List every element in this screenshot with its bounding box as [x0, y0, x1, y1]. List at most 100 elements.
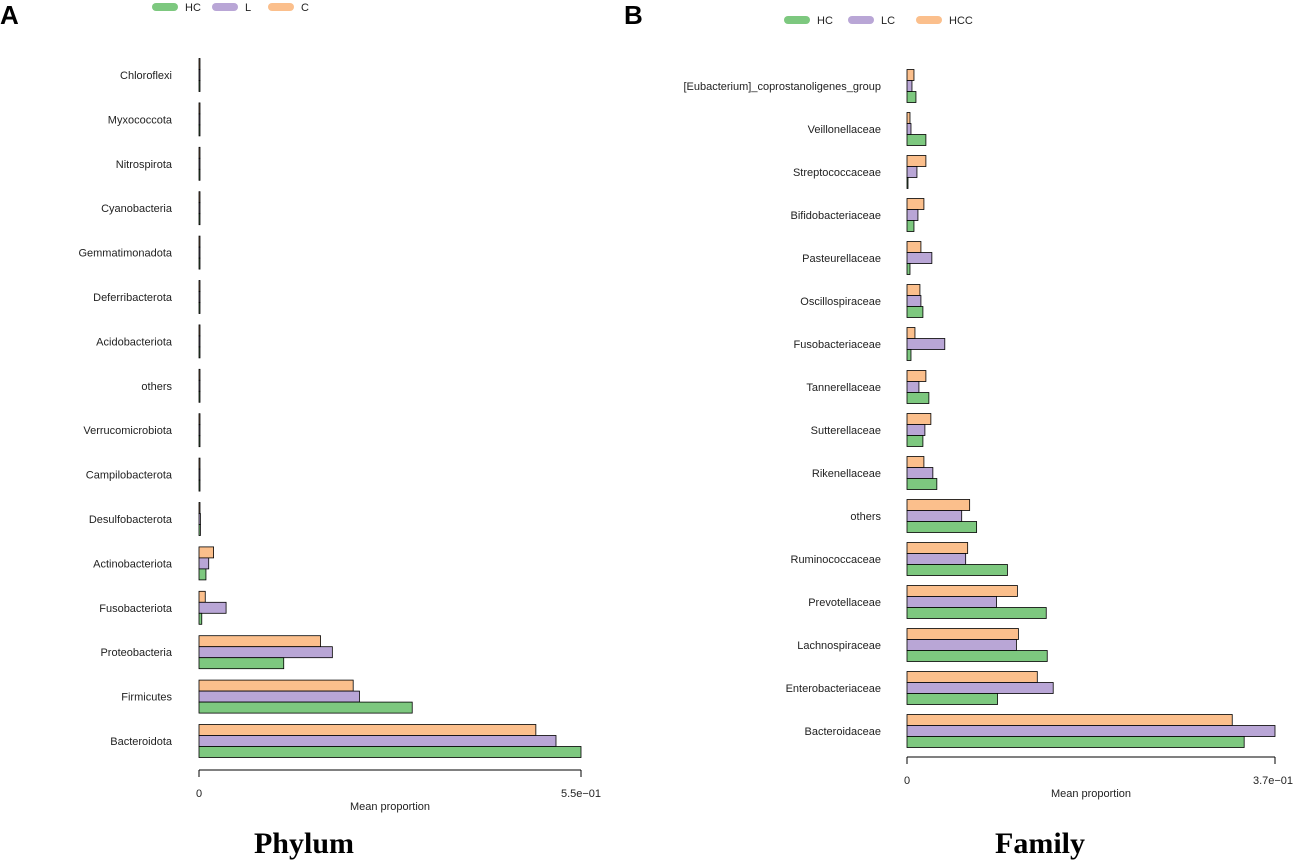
bar-b-tannerellaceae-hcc	[906, 370, 927, 382]
bar-a-proteobacteria-l	[198, 646, 333, 659]
bar-b-enterobacteriaceae-hcc	[906, 671, 1038, 683]
bar-a-others-c	[198, 368, 201, 381]
bar-a-cyanobacteria-l	[198, 202, 201, 215]
bar-a-desulfobacterota-hc	[198, 524, 201, 536]
category-label-a-acidobacteriota: Acidobacteriota	[96, 336, 173, 348]
legend-swatch-a-c	[268, 3, 294, 11]
panel-b: B HC LC HCC [Eubacterium]_coprostanoligene…	[624, 0, 1293, 860]
bar-a-myxococcota-l	[198, 113, 201, 126]
panel-a: A HC L C Chloroflexi Myxococcota Nitrospirot…	[0, 0, 601, 860]
category-label-a-desulfobacterota: Desulfobacterota	[89, 514, 173, 526]
bar-a-bacteroidota-c	[198, 724, 537, 736]
bar-a-verrucomicrobiota-c	[198, 413, 201, 426]
bar-b-rikenellaceae-hcc	[906, 456, 925, 468]
bar-a-fusobacteriota-hc	[198, 612, 203, 625]
legend-label-a-l: L	[245, 2, 251, 14]
bar-b-tannerellaceae-lc	[906, 381, 920, 393]
category-label-b-ruminococcaceae: Ruminococcaceae	[791, 554, 882, 566]
bar-b-lachnospiraceae-lc	[906, 639, 1017, 651]
bar-b-sutterellaceae-hcc	[906, 413, 932, 425]
bar-a-firmicutes-c	[198, 679, 354, 692]
category-label-b-bifidobacteriaceae: Bifidobacteriaceae	[790, 210, 881, 222]
category-label-b-prevotellaceae: Prevotellaceae	[808, 597, 881, 609]
category-label-b-sutterellaceae: Sutterellaceae	[811, 425, 881, 437]
bar-b-bifidobacteriaceae-hcc	[906, 198, 925, 210]
bar-a-chloroflexi-c	[198, 58, 201, 70]
bar-a-myxococcota-hc	[198, 124, 201, 137]
bar-b-bacteroidaceae-hcc	[906, 714, 1233, 726]
panel-b-label: B	[624, 0, 643, 30]
category-label-b-fusobacteriaceae: Fusobacteriaceae	[794, 339, 881, 351]
bar-b-prevotellaceae-hcc	[906, 585, 1018, 597]
bar-a-acidobacteriota-c	[198, 324, 201, 337]
bar-b-streptococcaceae-hcc	[906, 155, 927, 167]
bar-b-tannerellaceae-hc	[906, 392, 930, 404]
bar-b-eubacterium-coprostanoligenes-group-hcc	[906, 69, 915, 81]
bar-a-others-hc	[198, 390, 201, 403]
category-label-b-lachnospiraceae: Lachnospiraceae	[797, 640, 881, 652]
bar-b-lachnospiraceae-hc	[906, 650, 1048, 662]
x-axis-a: 0 5.5e−01 Mean proportion	[196, 769, 601, 813]
legend-swatch-a-hc	[152, 3, 178, 11]
category-label-a-chloroflexi: Chloroflexi	[120, 70, 172, 82]
bar-a-fusobacteriota-l	[198, 601, 227, 614]
bar-b-others-hcc	[906, 499, 971, 511]
x-axis-b: 0 3.7e−01 Mean proportion	[904, 756, 1293, 800]
legend-swatch-b-lc	[848, 16, 874, 24]
bar-b-ruminococcaceae-lc	[906, 553, 967, 565]
category-label-a-actinobacteriota: Actinobacteriota	[93, 558, 173, 570]
category-label-a-nitrospirota: Nitrospirota	[116, 159, 173, 171]
legend-b: HC LC HCC	[784, 15, 973, 27]
bar-b-oscillospiraceae-lc	[906, 295, 922, 307]
bar-a-nitrospirota-c	[198, 146, 201, 159]
bar-a-myxococcota-c	[198, 102, 201, 115]
category-label-b-streptococcaceae: Streptococcaceae	[793, 167, 881, 179]
x-tick-label-b-1: 3.7e−01	[1253, 775, 1293, 787]
bar-a-actinobacteriota-l	[198, 557, 210, 570]
category-label-a-others: others	[141, 381, 172, 393]
bar-a-nitrospirota-hc	[198, 168, 201, 181]
category-label-a-gemmatimonadota: Gemmatimonadota	[78, 248, 172, 260]
category-label-b-pasteurellaceae: Pasteurellaceae	[802, 253, 881, 265]
x-tick-label-a-1: 5.5e−01	[561, 788, 601, 800]
bar-b-enterobacteriaceae-hc	[906, 693, 998, 705]
legend-label-b-hcc: HCC	[949, 15, 973, 27]
bar-a-gemmatimonadota-hc	[198, 257, 201, 270]
bar-b-pasteurellaceae-lc	[906, 252, 933, 264]
bar-a-verrucomicrobiota-hc	[198, 435, 201, 448]
bar-a-nitrospirota-l	[198, 157, 201, 170]
category-label-b-tannerellaceae: Tannerellaceae	[806, 382, 881, 394]
legend-label-a-hc: HC	[185, 2, 201, 14]
bar-a-chloroflexi-hc	[198, 80, 201, 92]
bar-b-ruminococcaceae-hc	[906, 564, 1008, 576]
category-label-a-myxococcota: Myxococcota	[108, 114, 173, 126]
bar-b-prevotellaceae-hc	[906, 607, 1047, 619]
legend-label-b-hc: HC	[817, 15, 833, 27]
bar-a-cyanobacteria-c	[198, 191, 201, 204]
bar-a-actinobacteriota-hc	[198, 568, 207, 581]
bar-b-oscillospiraceae-hc	[906, 306, 924, 318]
bar-a-others-l	[198, 379, 201, 392]
category-label-a-fusobacteriota: Fusobacteriota	[99, 603, 173, 615]
legend-label-b-lc: LC	[881, 15, 895, 27]
bar-b-sutterellaceae-lc	[906, 424, 926, 436]
bar-b-bacteroidaceae-lc	[906, 725, 1276, 737]
bar-b-eubacterium-coprostanoligenes-group-hc	[906, 91, 917, 103]
bar-b-eubacterium-coprostanoligenes-group-lc	[906, 80, 913, 92]
x-axis-title-a: Mean proportion	[350, 801, 430, 813]
legend-swatch-b-hc	[784, 16, 810, 24]
bar-b-fusobacteriaceae-lc	[906, 338, 946, 350]
bar-a-cyanobacteria-hc	[198, 213, 201, 226]
bar-b-oscillospiraceae-hcc	[906, 284, 921, 296]
bar-b-fusobacteriaceae-hc	[906, 349, 912, 361]
bar-a-proteobacteria-hc	[198, 657, 285, 670]
category-label-a-deferribacterota: Deferribacterota	[93, 292, 173, 304]
category-label-b-enterobacteriaceae: Enterobacteriaceae	[786, 683, 881, 695]
category-label-a-proteobacteria: Proteobacteria	[100, 647, 172, 659]
bar-a-deferribacterota-c	[198, 280, 201, 292]
bar-b-bacteroidaceae-hc	[906, 736, 1245, 748]
bar-b-fusobacteriaceae-hcc	[906, 327, 916, 339]
bar-a-bacteroidota-l	[198, 735, 557, 747]
bar-b-bifidobacteriaceae-hc	[906, 220, 915, 232]
